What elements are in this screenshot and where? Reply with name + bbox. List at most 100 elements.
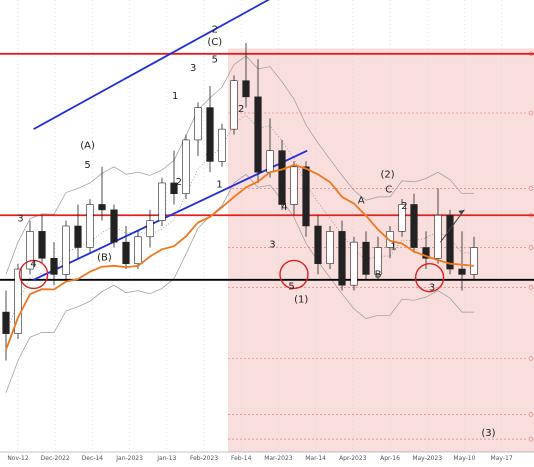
wave-label: A: [358, 195, 365, 206]
wave-label: 4: [206, 149, 212, 160]
candle-body: [302, 166, 310, 227]
wave-label: (B): [97, 252, 112, 263]
wave-label: (C): [207, 37, 222, 48]
candle-body: [14, 268, 22, 334]
candle-body: [86, 204, 94, 248]
wave-label: 5: [212, 54, 218, 65]
candle-body: [338, 231, 346, 286]
candle-body: [74, 225, 82, 248]
candle-body: [110, 209, 118, 243]
bollinger-middle: [5, 114, 474, 334]
candle-body: [122, 241, 130, 264]
wave-label: 3: [429, 283, 435, 294]
grid-layer: [17, 0, 502, 452]
level-marker: [528, 436, 534, 442]
trend-line: [33, 149, 308, 281]
candle-body: [470, 247, 478, 275]
candle-body: [230, 80, 238, 130]
x-axis-layer: Nov-12 Dec-2022 Dec-14 Jan-2023 Jan-13 Feb-20…: [0, 451, 534, 462]
x-tick-label: May-2023: [412, 455, 442, 462]
level-marker: [528, 285, 534, 290]
highlight-circle: [279, 259, 309, 290]
level-marker: [528, 412, 534, 417]
wave-label: (A): [80, 141, 95, 152]
candle-body: [26, 231, 34, 270]
level-marker: [528, 186, 534, 191]
wave-label: (3): [481, 428, 495, 439]
wave-label: 4: [30, 259, 36, 270]
candle-body: [314, 225, 322, 264]
wave-label: 2: [401, 201, 407, 212]
x-tick-label: Mar-2023: [264, 455, 293, 462]
highlight-circle: [18, 259, 49, 290]
candle-body: [170, 182, 178, 195]
wave-label: 1: [172, 91, 178, 102]
wave-label: 3: [17, 214, 23, 225]
moving-average-line: [5, 164, 475, 351]
trend-line: [33, 0, 270, 130]
wave-label: 3: [269, 240, 275, 251]
x-tick-label: Apr-2023: [339, 455, 367, 462]
candle-body: [374, 247, 382, 275]
wave-label: 2: [238, 104, 244, 115]
moving-average-layer: [5, 164, 475, 351]
candle-layer: [2, 43, 478, 361]
candle-body: [362, 241, 370, 275]
candle-body: [446, 214, 454, 270]
candle-body: [146, 220, 154, 238]
x-tick-label: Nov-12: [7, 455, 29, 462]
bollinger-upper: [5, 55, 474, 275]
candle-body: [254, 96, 262, 173]
candle-body: [434, 214, 442, 259]
wave-label: 3: [190, 63, 196, 74]
candle-body: [386, 231, 394, 248]
candle-body: [38, 231, 46, 259]
wave-label: 5: [84, 160, 90, 171]
forecast-arrow: [439, 209, 465, 243]
bollinger-band-layer: [5, 55, 474, 393]
candle-body: [206, 107, 214, 162]
candle-body: [410, 204, 418, 248]
x-tick-label: May-17: [491, 455, 513, 462]
candle-body: [422, 247, 430, 259]
wave-label: 2: [212, 24, 218, 35]
trend-line-layer: [33, 0, 308, 281]
candle-body: [278, 150, 286, 205]
wave-label: (1): [294, 294, 308, 305]
wave-label: 2: [176, 177, 182, 188]
candle-body: [134, 236, 142, 264]
candle-body: [290, 166, 298, 205]
candle-body: [242, 80, 250, 98]
candle-body: [98, 204, 106, 211]
x-tick-label: Apr-16: [380, 455, 400, 462]
x-tick-label: Feb-2023: [190, 455, 218, 462]
x-tick-label: Jan-13: [156, 455, 176, 462]
candle-body: [398, 204, 406, 232]
candle-body: [218, 128, 226, 162]
annotation-layer: [18, 209, 465, 293]
candle-body: [326, 231, 334, 264]
wave-label: B: [375, 270, 382, 281]
x-tick-label: Dec-14: [82, 455, 104, 462]
x-tick-label: May-10: [453, 455, 475, 462]
level-marker: [528, 110, 534, 116]
candle-body: [458, 268, 466, 275]
x-tick-label: Dec-2022: [41, 455, 70, 462]
candle-body: [266, 150, 274, 173]
x-tick-label: Mar-14: [305, 455, 326, 462]
candle-body: [350, 241, 358, 286]
level-marker: [528, 356, 534, 361]
level-line-layer: [0, 51, 534, 442]
candle-body: [158, 182, 166, 221]
highlight-circle: [414, 262, 445, 293]
candle-body: [194, 107, 202, 141]
x-tick-label: Jan-2023: [115, 455, 143, 462]
bollinger-lower: [5, 173, 474, 393]
wave-label: C: [385, 185, 392, 196]
forecast-arrowhead: [458, 209, 465, 215]
candle-body: [50, 257, 58, 275]
x-tick-label: Feb-14: [231, 455, 252, 462]
